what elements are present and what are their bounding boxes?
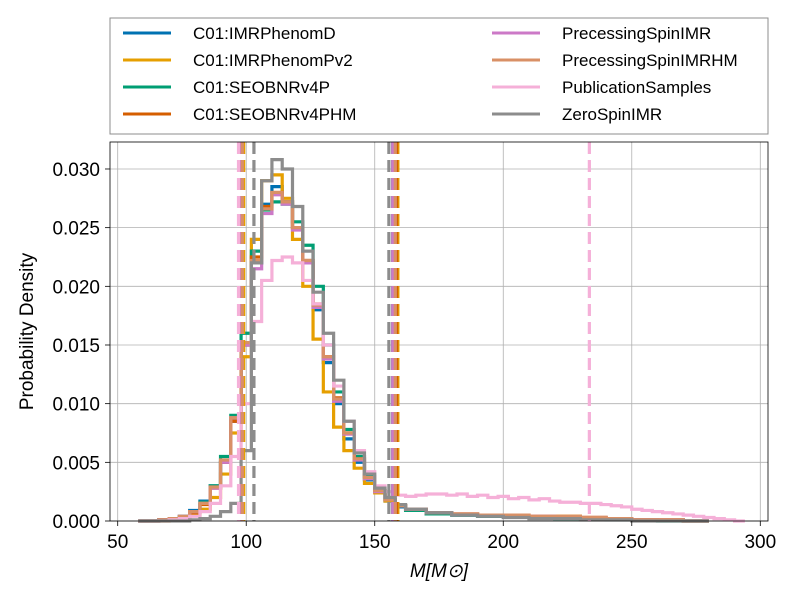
x-tick-label: 150 — [359, 532, 391, 553]
grid-lines — [110, 142, 768, 522]
legend-label: C01:IMRPhenomPv2 — [193, 51, 353, 70]
legend-label: ZeroSpinIMR — [562, 105, 662, 124]
y-tick-label: 0.000 — [52, 512, 100, 533]
ticks: 50 100 150 200 250 300 0.000 0.005 0.010 0.015 0.0… — [52, 160, 776, 553]
series-precessingspinimrhm — [138, 190, 709, 523]
legend: C01:IMRPhenomD C01:IMRPhenomPv2 C01:SEOBNR… — [109, 17, 769, 135]
legend-box — [109, 17, 769, 135]
legend-label: C01:SEOBNRv4P — [193, 78, 330, 97]
legend-label: PrecessingSpinIMR — [562, 24, 711, 43]
x-tick-label: 300 — [744, 532, 776, 553]
y-tick-label: 0.030 — [52, 160, 100, 181]
y-tick-label: 0.005 — [52, 453, 100, 474]
series-c01-imrphenompv2 — [138, 173, 709, 523]
y-tick-label: 0.015 — [52, 336, 100, 357]
legend-label: C01:SEOBNRv4PHM — [193, 105, 356, 124]
series-c01-imrphenomd — [138, 184, 709, 523]
x-tick-label: 250 — [616, 532, 648, 553]
series-c01-seobnrv4phm — [138, 190, 709, 523]
x-tick-label: 200 — [487, 532, 519, 553]
x-tick-label: 100 — [230, 532, 262, 553]
y-axis-label: Probability Density — [17, 252, 38, 410]
series-zerospinimr — [138, 158, 709, 523]
legend-label: C01:IMRPhenomD — [193, 24, 336, 43]
y-tick-label: 0.025 — [52, 219, 100, 240]
legend-label: PrecessingSpinIMRHM — [562, 51, 738, 70]
y-tick-label: 0.020 — [52, 277, 100, 298]
series-publicationsamples — [138, 255, 745, 523]
median-lines — [236, 142, 591, 521]
y-tick-label: 0.010 — [52, 395, 100, 416]
plot-area: 50 100 150 200 250 300 0.000 0.005 0.010 0.015 0.0… — [52, 141, 776, 553]
axes-frame — [109, 141, 769, 522]
legend-label: PublicationSamples — [562, 78, 711, 97]
x-tick-label: 50 — [107, 532, 128, 553]
series-precessingspinimr — [138, 193, 709, 523]
series-layer — [138, 158, 745, 523]
x-axis-label: M[M⊙] — [410, 561, 469, 582]
